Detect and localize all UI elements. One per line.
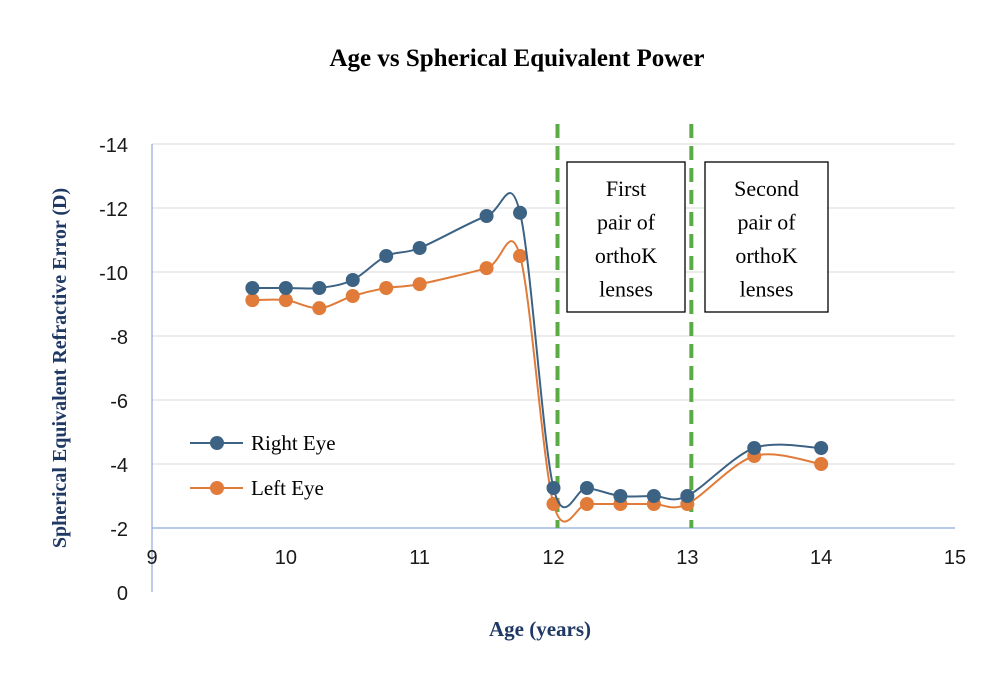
data-point-right-eye (646, 489, 661, 503)
data-point-right-eye (613, 489, 628, 503)
legend-swatch-marker (210, 481, 224, 495)
y-tick-label: -10 (99, 263, 128, 285)
data-point-right-eye (814, 441, 829, 455)
annotation-line: orthoK (595, 243, 657, 268)
x-tick-label: 15 (944, 547, 966, 569)
series-right-eye (245, 192, 829, 509)
legend-label: Right Eye (251, 431, 336, 455)
data-point-left-eye (312, 301, 327, 316)
data-point-left-eye (345, 289, 360, 303)
x-tick-label: 14 (810, 547, 832, 569)
annotations: First pair of orthoK lenses Second pair of ort… (566, 161, 829, 313)
x-axis-title: Age (years) (489, 617, 591, 641)
y-tick-label: -4 (110, 455, 128, 477)
annotation-box-2: Second pair of orthoK lenses (704, 161, 829, 313)
y-tick-label: 0 (117, 583, 128, 605)
annotation-frame (566, 161, 686, 313)
data-point-right-eye (278, 281, 293, 295)
data-point-right-eye (479, 209, 494, 223)
x-tick-label: 13 (676, 547, 698, 569)
axes: 0 -2 -4 -6 -8 -10 -12 -14 9 10 11 12 13 14 15 (99, 135, 966, 605)
chart-title: Age vs Spherical Equivalent Power (330, 45, 705, 72)
data-point-left-eye (412, 277, 427, 292)
series-line-right-eye (252, 192, 822, 509)
data-point-left-eye (479, 261, 494, 276)
y-tick-label: -8 (110, 327, 128, 349)
data-point-left-eye (579, 497, 594, 511)
annotation-line: Second (734, 176, 799, 201)
data-point-left-eye (814, 457, 829, 471)
legend-item-right-eye: Right Eye (190, 431, 336, 455)
annotation-line: lenses (740, 277, 794, 302)
data-point-right-eye (513, 205, 528, 220)
data-point-left-eye (379, 281, 394, 295)
data-point-right-eye (546, 481, 561, 495)
data-point-left-eye (278, 293, 293, 308)
legend-label: Left Eye (251, 476, 324, 500)
x-tick-label: 10 (275, 547, 297, 569)
reference-lines (555, 124, 694, 528)
data-point-left-eye (513, 249, 528, 263)
annotation-line: pair of (737, 210, 796, 235)
gridlines (152, 143, 955, 529)
annotation-box-1: First pair of orthoK lenses (566, 161, 686, 313)
y-tick-label: -2 (110, 519, 128, 541)
legend-item-left-eye: Left Eye (190, 476, 324, 500)
y-tick-label: -12 (99, 199, 128, 221)
x-tick-label: 11 (409, 547, 430, 569)
data-point-right-eye (412, 241, 427, 255)
x-tick-label: 12 (542, 547, 564, 569)
y-axis-title: Spherical Equivalent Refractive Error (D… (49, 188, 71, 548)
y-tick-label: -14 (99, 135, 128, 157)
data-point-right-eye (379, 249, 394, 263)
data-point-right-eye (579, 481, 594, 495)
x-tick-label: 9 (146, 547, 157, 569)
series (245, 192, 829, 523)
data-point-right-eye (245, 281, 260, 295)
annotation-frame (704, 161, 829, 313)
data-point-right-eye (345, 273, 360, 287)
annotation-line: orthoK (735, 243, 797, 268)
data-point-right-eye (312, 281, 327, 295)
legend: Right Eye Left Eye (190, 431, 336, 500)
annotation-line: lenses (599, 277, 653, 302)
legend-swatch-marker (210, 436, 224, 450)
data-point-right-eye (680, 489, 695, 503)
data-point-right-eye (747, 441, 762, 455)
data-point-left-eye (245, 293, 260, 308)
annotation-line: pair of (597, 210, 656, 235)
series-line-left-eye (252, 240, 822, 523)
y-tick-label: -6 (110, 391, 128, 413)
annotation-line: First (606, 176, 646, 201)
